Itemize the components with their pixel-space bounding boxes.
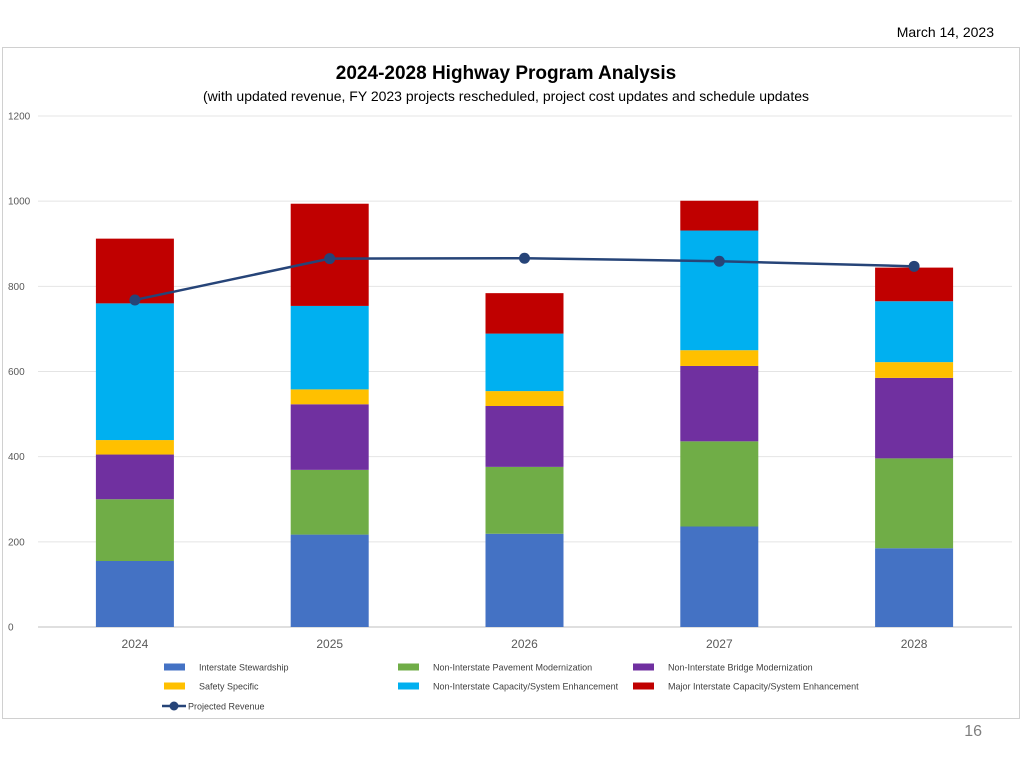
x-tick-label: 2025 — [316, 637, 343, 651]
bar-segment — [290, 534, 369, 627]
bar-segment — [485, 405, 564, 467]
legend-swatch — [633, 682, 654, 690]
x-tick-label: 2026 — [511, 637, 538, 651]
revenue-line-group — [129, 252, 920, 306]
revenue-point — [713, 255, 725, 267]
bar-segment — [875, 301, 954, 363]
bar-segment — [95, 499, 174, 561]
legend-label: Non-Interstate Bridge Modernization — [668, 663, 813, 673]
revenue-point — [324, 253, 336, 265]
revenue-point — [908, 260, 920, 272]
bar-segment — [875, 377, 954, 459]
bar-segment — [875, 548, 954, 627]
bar-segment — [290, 469, 369, 535]
bar-segment — [680, 526, 759, 627]
bar-segment — [95, 560, 174, 627]
x-tick-label: 2028 — [901, 637, 928, 651]
y-tick-label: 600 — [8, 367, 25, 378]
bar-segment — [290, 389, 369, 405]
revenue-point — [129, 294, 141, 306]
bar-segment — [875, 458, 954, 549]
chart-subtitle: (with updated revenue, FY 2023 projects … — [203, 88, 809, 104]
bar-segment — [680, 441, 759, 527]
bar-segment — [485, 391, 564, 406]
legend-label: Non-Interstate Pavement Modernization — [433, 663, 592, 673]
bar-segment — [875, 267, 954, 302]
chart-frame — [2, 47, 1020, 719]
bar-segment — [680, 230, 759, 351]
legend-label: Interstate Stewardship — [199, 663, 289, 673]
y-tick-label: 0 — [8, 623, 14, 634]
bar-segment — [485, 333, 564, 392]
page-number: 16 — [964, 723, 982, 740]
y-tick-label: 1200 — [8, 112, 31, 123]
bar-segment — [95, 238, 174, 304]
x-axis: 2024 2025 2026 2027 2028 — [122, 637, 928, 651]
legend-label: Non-Interstate Capacity/System Enhanceme… — [433, 682, 619, 692]
bar-segment — [485, 293, 564, 334]
bar-segment — [95, 440, 174, 455]
legend-swatch — [633, 663, 654, 671]
chart-title: 2024-2028 Highway Program Analysis — [336, 63, 676, 84]
bars-group — [95, 200, 954, 627]
revenue-point — [519, 252, 530, 264]
bar-segment — [290, 305, 369, 390]
bar-segment — [95, 303, 174, 441]
y-tick-label: 1000 — [8, 197, 31, 208]
bar-segment — [485, 533, 564, 627]
date-label: March 14, 2023 — [896, 24, 994, 40]
legend-label: Safety Specific — [199, 682, 259, 692]
legend-label: Major Interstate Capacity/System Enhance… — [668, 682, 859, 692]
bar-segment — [875, 362, 954, 378]
legend-label: Projected Revenue — [188, 702, 265, 712]
y-tick-label: 200 — [8, 537, 25, 548]
legend-swatch — [398, 663, 419, 671]
y-tick-label: 400 — [8, 452, 25, 463]
legend-swatch — [164, 682, 185, 690]
bar-segment — [95, 454, 174, 500]
bar-segment — [485, 466, 564, 534]
bar-segment — [680, 200, 759, 231]
legend-swatch — [398, 682, 419, 690]
legend-swatch — [164, 663, 185, 671]
legend-line-marker — [169, 701, 179, 711]
bar-segment — [680, 350, 759, 366]
x-tick-label: 2024 — [122, 637, 149, 651]
x-tick-label: 2027 — [706, 637, 733, 651]
y-tick-label: 800 — [8, 282, 25, 293]
bar-segment — [290, 404, 369, 470]
bar-segment — [680, 365, 759, 442]
legend: Interstate Stewardship Non-Interstate Pav… — [162, 663, 859, 712]
